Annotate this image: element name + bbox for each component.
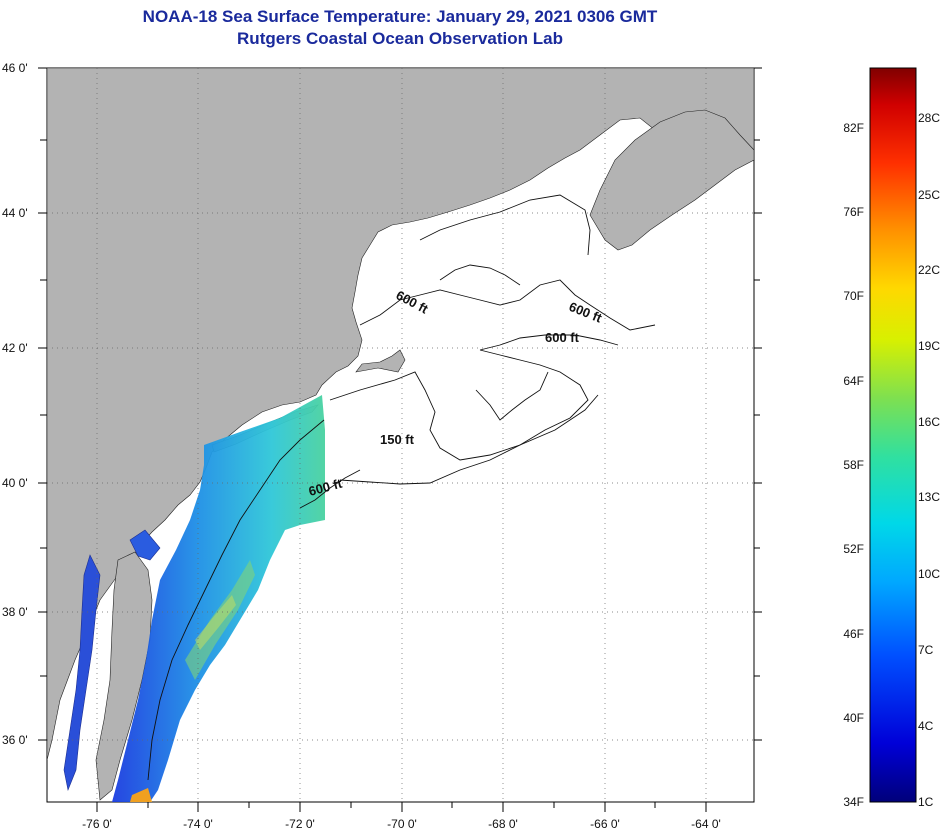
legend-c-22: 22C: [918, 263, 940, 277]
legend-c-4: 4C: [918, 719, 934, 733]
lon-label-74: -74 0': [183, 817, 213, 831]
legend-color-bar: [869, 67, 917, 803]
contour-label-150ft: 150 ft: [380, 432, 415, 447]
title-block: NOAA-18 Sea Surface Temperature: January…: [0, 6, 800, 50]
lon-label-72: -72 0': [285, 817, 315, 831]
legend-f-34: 34F: [843, 795, 864, 809]
legend-c-13: 13C: [918, 490, 940, 504]
sst-warm-core: [195, 595, 236, 650]
delaware-bay: [129, 529, 161, 561]
legend-f-64: 64F: [843, 374, 864, 388]
legend-c-1: 1C: [918, 795, 934, 809]
legend-c-19: 19C: [918, 339, 940, 353]
sst-map: 600 ft 600 ft 600 ft 150 ft 600 ft 46 0'…: [2, 61, 762, 831]
legend-f-52: 52F: [843, 542, 864, 556]
lat-label-40: 40 0': [2, 476, 28, 490]
sst-warm-spot: [130, 788, 152, 802]
legend-c-7: 7C: [918, 643, 934, 657]
lon-label-68: -68 0': [488, 817, 518, 831]
chesapeake-bay: [63, 554, 101, 792]
legend-c-25: 25C: [918, 188, 940, 202]
legend-c-10: 10C: [918, 567, 940, 581]
legend-f-76: 76F: [843, 205, 864, 219]
chart-title: NOAA-18 Sea Surface Temperature: January…: [142, 7, 658, 26]
land-cape-cod: [355, 349, 406, 373]
legend-c-28: 28C: [918, 111, 940, 125]
land-nova-scotia: [589, 109, 754, 251]
lon-label-76: -76 0': [82, 817, 112, 831]
contour-label-600ft-georges: 600 ft: [545, 330, 580, 345]
sst-data-swath: [112, 395, 325, 802]
bathymetry-contours: [147, 194, 656, 781]
lat-label-46: 46 0': [2, 61, 28, 75]
legend-f-70: 70F: [843, 289, 864, 303]
lon-label-66: -66 0': [590, 817, 620, 831]
lat-label-36: 36 0': [2, 733, 28, 747]
legend-f-40: 40F: [843, 711, 864, 725]
legend-f-82: 82F: [843, 121, 864, 135]
lat-label-38: 38 0': [2, 605, 28, 619]
legend-f-58: 58F: [843, 458, 864, 472]
legend-f-46: 46F: [843, 627, 864, 641]
axis-ticks: [38, 67, 762, 812]
color-legend: 82F 76F 70F 64F 58F 52F 46F 40F 34F 28C …: [843, 67, 940, 809]
legend-c-16: 16C: [918, 415, 940, 429]
lat-label-44: 44 0': [2, 206, 28, 220]
lon-label-70: -70 0': [387, 817, 417, 831]
land-delmarva: [95, 551, 153, 801]
lat-label-42: 42 0': [2, 341, 28, 355]
chart-subtitle: Rutgers Coastal Ocean Observation Lab: [237, 29, 563, 48]
lon-label-64: -64 0': [691, 817, 721, 831]
